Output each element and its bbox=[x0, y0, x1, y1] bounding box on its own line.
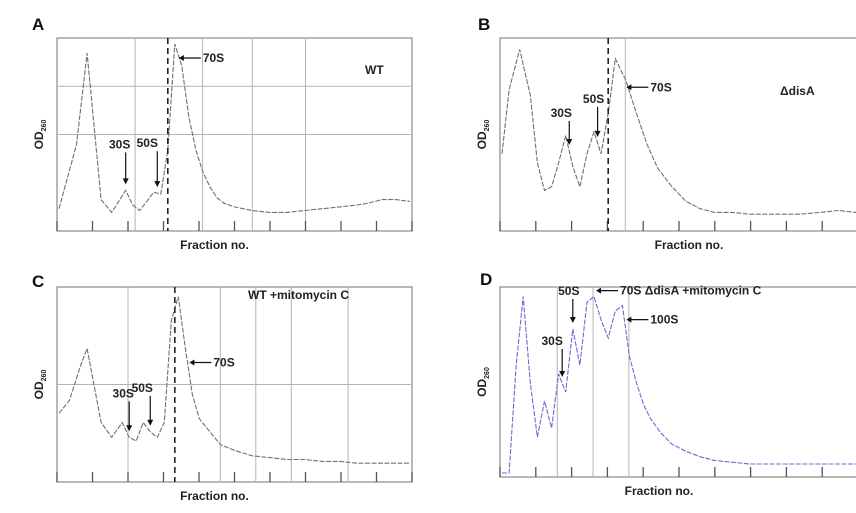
x-axis-label: Fraction no. bbox=[655, 238, 724, 252]
peak-text: 30S bbox=[113, 386, 134, 400]
arrow-head bbox=[559, 371, 566, 377]
peak-label-30s: 30S bbox=[113, 386, 134, 432]
peak-text: 70S bbox=[213, 356, 234, 370]
y-axis-label: OD260 bbox=[475, 367, 491, 397]
peak-label-30s: 30S bbox=[551, 106, 573, 146]
peak-text: 30S bbox=[551, 106, 572, 120]
peak-text: 70S ΔdisA +mitomycin C bbox=[620, 284, 762, 298]
peak-label-30s: 30S bbox=[109, 137, 130, 185]
y-axis-label: OD260 bbox=[475, 120, 491, 150]
y-axis-label: OD260 bbox=[32, 370, 48, 400]
peak-text: 70S bbox=[203, 51, 224, 65]
arrow-head bbox=[626, 316, 632, 323]
peak-label-100s: 100S bbox=[626, 313, 678, 327]
peak-text: 50S bbox=[558, 284, 579, 298]
condition-label: WT +mitomycin C bbox=[248, 288, 349, 302]
peak-text: 100S bbox=[650, 313, 678, 327]
peak-text: 30S bbox=[109, 137, 130, 151]
peak-text: 50S bbox=[137, 136, 158, 150]
arrow-head bbox=[566, 139, 573, 146]
condition-label: ΔdisA bbox=[780, 84, 815, 98]
peak-label-50s: 50S bbox=[132, 381, 154, 426]
x-axis-label: Fraction no. bbox=[625, 484, 694, 498]
peak-text: 50S bbox=[132, 381, 153, 395]
peak-label-50s: 50S bbox=[583, 92, 604, 137]
arrow-head bbox=[154, 181, 161, 188]
od260-trace bbox=[58, 296, 410, 464]
panel-a: A WT 30S 50S 70S Fraction no. OD260 bbox=[32, 15, 413, 252]
arrow-head bbox=[569, 317, 576, 323]
arrow-head bbox=[596, 287, 602, 294]
od260-trace bbox=[502, 295, 856, 474]
od260-trace bbox=[58, 43, 411, 214]
panel-d: D 30S 50S 70S ΔdisA +mitomycin C 100S Fractio… bbox=[475, 270, 856, 498]
y-axis-label: OD260 bbox=[32, 120, 48, 150]
condition-label: WT bbox=[365, 63, 384, 77]
peak-text: 30S bbox=[542, 334, 563, 348]
peak-label-50s: 50S bbox=[558, 284, 579, 323]
x-axis-label: Fraction no. bbox=[180, 489, 249, 503]
panel-letter: A bbox=[32, 15, 44, 34]
arrow-head bbox=[626, 84, 632, 91]
peak-label-70s: 70S bbox=[626, 80, 672, 94]
panel-letter: C bbox=[32, 272, 44, 291]
arrow-head bbox=[126, 425, 133, 432]
panel-letter: B bbox=[478, 15, 490, 34]
arrow-head bbox=[594, 130, 601, 137]
arrow-head bbox=[122, 178, 129, 185]
peak-label-70s: 70S ΔdisA +mitomycin C bbox=[596, 284, 762, 298]
peak-label-50s: 50S bbox=[137, 136, 161, 188]
plot-frame bbox=[499, 37, 856, 232]
peak-label-70s: 70S bbox=[189, 356, 235, 370]
peak-label-30s: 30S bbox=[542, 334, 566, 377]
peak-text: 50S bbox=[583, 92, 604, 106]
panel-letter: D bbox=[480, 270, 492, 289]
od260-trace bbox=[501, 49, 856, 215]
arrow-head bbox=[147, 419, 154, 426]
peak-label-70s: 70S bbox=[178, 51, 224, 65]
x-axis-label: Fraction no. bbox=[180, 238, 249, 252]
panel-b: B ΔdisA 30S 50S 70S Fraction no. OD260 bbox=[475, 15, 856, 252]
peak-text: 70S bbox=[650, 80, 671, 94]
arrow-head bbox=[178, 55, 184, 61]
arrow-head bbox=[189, 359, 195, 366]
